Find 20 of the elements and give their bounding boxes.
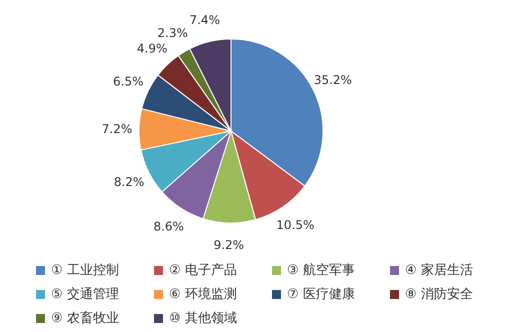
legend-label: ④ 家居生活 [405,262,473,279]
legend-label: ⑤ 交通管理 [51,286,119,303]
data-label: 7.4% [189,13,220,28]
legend-label: ⑥ 环境监测 [169,286,237,303]
data-label: 10.5% [276,218,314,232]
data-label: 8.6% [153,219,184,234]
legend-label: ① 工业控制 [51,262,119,279]
data-label: 2.3% [157,26,188,40]
legend-label: ⑦ 医疗健康 [287,286,355,303]
data-label: 6.5% [113,74,144,88]
legend-label: ⑩ 其他领域 [169,310,237,327]
legend-label: ② 电子产品 [169,262,237,279]
legend-label: ⑧ 消防安全 [405,286,473,303]
data-label: 9.2% [214,238,244,252]
data-label: 35.2% [314,72,352,87]
legend-label: ⑨ 农畜牧业 [51,310,119,327]
data-label: 7.2% [102,122,132,136]
data-label: 4.9% [136,42,168,56]
data-label: 8.2% [114,175,144,190]
legend-label: ③ 航空军事 [287,262,355,279]
